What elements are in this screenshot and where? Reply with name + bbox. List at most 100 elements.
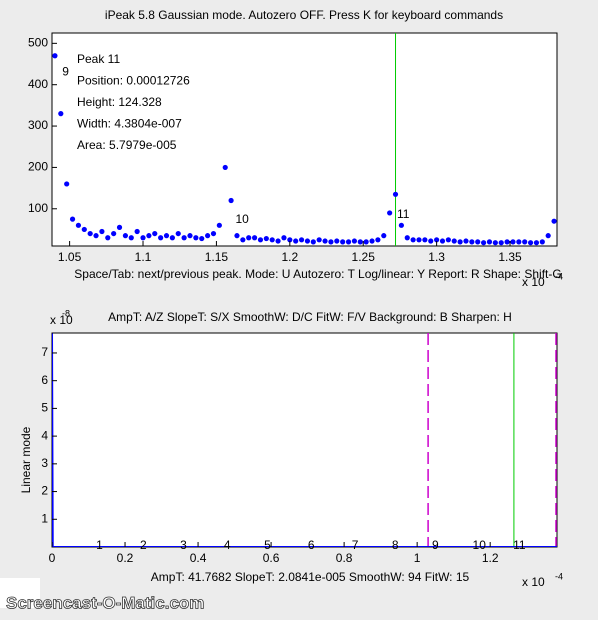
data-point: [545, 233, 551, 239]
peak-label: 6: [308, 538, 315, 552]
data-point: [269, 237, 275, 243]
data-point: [351, 238, 358, 244]
data-point: [81, 226, 87, 233]
data-point: [345, 239, 352, 245]
peak-annotation: 10: [236, 212, 250, 226]
y-tick-label: 200: [28, 160, 48, 174]
window-title: iPeak 5.8 Gaussian mode. Autozero OFF. P…: [105, 8, 503, 22]
y-tick-label: 500: [28, 36, 48, 50]
x-tick-label: 1.25: [352, 250, 376, 264]
data-point: [375, 237, 381, 243]
data-point: [158, 235, 164, 241]
data-point: [480, 240, 487, 246]
data-point: [310, 239, 316, 245]
data-point: [422, 237, 428, 243]
data-point: [392, 191, 399, 197]
data-point: [93, 233, 99, 239]
y-tick-label: 4: [41, 428, 48, 442]
status-line: AmpT: 41.7682 SlopeT: 2.0841e-005 Smooth…: [151, 570, 470, 584]
data-point: [451, 238, 457, 244]
peak-info: Position: 0.00012726: [77, 74, 190, 88]
peak-label: 9: [432, 538, 439, 552]
data-point: [334, 238, 340, 244]
data-point: [551, 218, 557, 224]
peak-label: 4: [224, 538, 231, 552]
data-point: [287, 237, 293, 243]
plot-area: [51, 32, 558, 247]
data-point: [205, 233, 211, 239]
data-point: [75, 222, 82, 228]
data-point: [210, 230, 217, 237]
x-multiplier: x 10: [522, 575, 545, 589]
data-point: [498, 240, 504, 246]
data-point: [58, 111, 64, 117]
data-point: [193, 235, 199, 241]
data-point: [240, 237, 246, 243]
peak-info: Height: 124.328: [77, 95, 162, 109]
data-point: [445, 237, 451, 243]
data-point: [175, 230, 181, 237]
x-multiplier-exp: -4: [555, 571, 563, 581]
data-point: [533, 240, 540, 246]
peak-info: Peak 11: [77, 52, 120, 66]
data-point: [387, 210, 393, 216]
data-point: [328, 239, 334, 245]
y-tick-label: 300: [28, 118, 48, 132]
data-point: [140, 235, 146, 241]
data-point: [199, 235, 205, 242]
data-point: [163, 233, 170, 239]
data-point: [116, 224, 123, 230]
peak-label: 3: [180, 538, 187, 552]
x-tick-label: 1.3: [428, 250, 445, 264]
x-multiplier: x 10: [522, 275, 545, 289]
x-tick-label: 1.1: [135, 250, 152, 264]
watermark: Screencast-O-Matic.com: [6, 593, 204, 612]
data-point: [504, 239, 510, 245]
data-point: [363, 239, 369, 245]
help-line: AmpT: A/Z SlopeT: S/X SmoothW: D/C FitW:…: [108, 310, 512, 324]
data-point: [187, 233, 193, 239]
plot-clip: [52, 333, 557, 547]
data-point: [522, 239, 528, 245]
data-point: [398, 222, 404, 228]
data-point: [99, 228, 105, 235]
y-multiplier-exp: -8: [62, 308, 70, 318]
peak-label: 5: [264, 538, 271, 552]
data-point: [146, 233, 152, 239]
x-tick-label: 0.4: [190, 551, 207, 565]
data-point: [340, 239, 346, 245]
data-point: [463, 238, 469, 244]
x-tick-label: 0.6: [263, 551, 280, 565]
data-point: [516, 239, 522, 245]
y-axis-label: Linear mode: [19, 426, 33, 493]
peak-label: 8: [392, 538, 399, 552]
x-tick-label: 1.15: [205, 250, 229, 264]
y-tick-label: 100: [28, 201, 48, 215]
peak-label: 7: [352, 538, 359, 552]
data-point: [539, 239, 545, 245]
peak-info: Area: 5.7979e-005: [77, 138, 177, 152]
x-multiplier-exp: -4: [555, 271, 563, 281]
data-point: [69, 216, 76, 222]
data-point: [257, 237, 264, 243]
peak-annotation: 11: [397, 207, 410, 221]
data-point: [105, 235, 111, 241]
plot-area: [51, 332, 558, 548]
data-point: [234, 233, 240, 239]
data-point: [304, 238, 311, 244]
x-tick-label: 1.2: [482, 551, 499, 565]
data-point: [181, 235, 187, 241]
y-tick-label: 6: [41, 373, 48, 387]
data-point: [152, 230, 158, 237]
peak-label: 2: [140, 538, 147, 552]
help-line: Space/Tab: next/previous peak. Mode: U A…: [74, 267, 561, 281]
x-tick-label: 1: [414, 551, 421, 565]
data-point: [416, 237, 422, 243]
peak-label: 11: [513, 538, 526, 552]
data-point: [263, 235, 269, 242]
data-point: [475, 239, 481, 245]
data-point: [228, 197, 234, 204]
data-point: [357, 239, 363, 245]
data-point: [527, 240, 534, 246]
